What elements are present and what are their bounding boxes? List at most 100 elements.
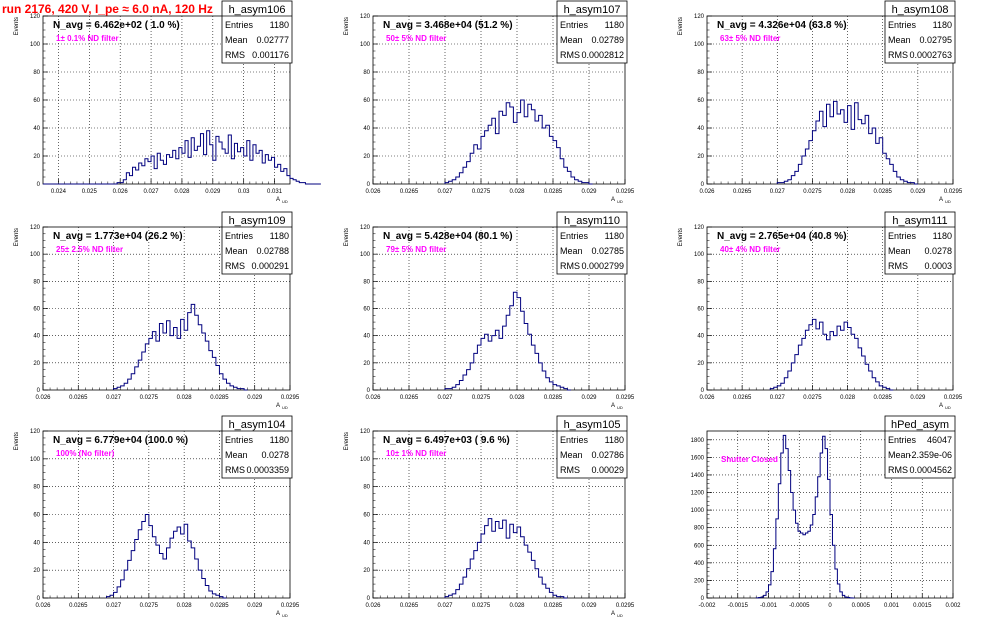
- y-tick-label: 20: [33, 154, 40, 160]
- stats-value: 0.0002799: [581, 261, 624, 271]
- x-tick-label: 0.0285: [210, 603, 229, 609]
- filter-label: 25± 2.5% ND filter: [56, 245, 123, 254]
- x-tick-label: 0.028: [509, 603, 525, 609]
- y-tick-label: 80: [33, 485, 40, 491]
- x-tick-label: 0.026: [365, 395, 381, 401]
- x-axis-title: A UD: [276, 197, 288, 204]
- stats-label: RMS: [888, 261, 908, 271]
- histogram-line: [776, 100, 918, 185]
- x-tick-label: 0.029: [581, 189, 597, 195]
- x-tick-label: 0.026: [699, 395, 715, 401]
- stats-title: h_asym107: [564, 4, 621, 16]
- stats-box: [884, 415, 956, 479]
- stats-label: Mean: [225, 246, 248, 256]
- x-tick-label: 0.028: [177, 603, 193, 609]
- y-tick-label: 100: [360, 457, 371, 463]
- y-tick-label: 1600: [691, 455, 705, 461]
- x-tick-label: 0.03: [238, 189, 250, 195]
- x-tick-label: 0.024: [51, 189, 67, 195]
- x-tick-label: 0.027: [437, 395, 453, 401]
- y-tick-label: 120: [694, 225, 705, 231]
- histogram-panel-h_asym106: 0.024 0.025 0.026 0.027 0.028 0.029 0.03 0.031 0…: [14, 0, 321, 204]
- y-tick-label: 0: [701, 182, 705, 188]
- y-tick-label: 100: [30, 457, 41, 463]
- x-tick-label: 0.029: [205, 189, 221, 195]
- stats-value: 0.02786: [591, 450, 624, 460]
- y-axis-title: Events: [14, 228, 20, 246]
- x-tick-label: 0.026: [365, 189, 381, 195]
- x-tick-label: 0.0285: [544, 189, 563, 195]
- x-tick-label: 0.026: [365, 603, 381, 609]
- y-tick-label: 200: [694, 578, 705, 584]
- stats-label: RMS: [225, 465, 245, 475]
- stats-value: 0.000291: [251, 261, 289, 271]
- x-tick-label: 0.026: [699, 189, 715, 195]
- stats-value: 1180: [605, 435, 624, 445]
- y-tick-label: 120: [360, 225, 371, 231]
- stats-value: 0.00029: [591, 465, 624, 475]
- y-tick-label: 40: [33, 540, 40, 546]
- stats-label: RMS: [560, 50, 580, 60]
- stats-title: h_asym111: [892, 215, 947, 227]
- stats-label: RMS: [888, 50, 908, 60]
- stats-title: h_asym106: [229, 4, 286, 16]
- y-tick-label: 800: [694, 526, 705, 532]
- filter-label: Shutter Closed: [721, 455, 778, 464]
- x-tick-label: 0.0285: [544, 395, 563, 401]
- y-tick-label: 20: [363, 154, 370, 160]
- y-tick-label: 20: [363, 568, 370, 574]
- stats-title: h_asym110: [564, 215, 620, 227]
- x-tick-label: 0.027: [106, 395, 122, 401]
- stats-value: 0.0003359: [246, 465, 289, 475]
- stats-label: Entries: [225, 435, 254, 445]
- histogram-panel-h_asym108: 0.026 0.0265 0.027 0.0275 0.028 0.0285 0.029 0.…: [678, 0, 963, 204]
- x-tick-label: 0: [828, 603, 832, 609]
- stats-value: 0.0004562: [909, 465, 952, 475]
- x-tick-label: 0.029: [247, 395, 263, 401]
- y-tick-label: 100: [360, 252, 371, 258]
- stats-label: Entries: [888, 20, 917, 30]
- x-tick-label: 0.028: [509, 189, 525, 195]
- stats-label: Entries: [888, 435, 917, 445]
- x-tick-label: 0.0275: [803, 395, 822, 401]
- x-tick-label: 0.026: [35, 603, 51, 609]
- histogram-line: [444, 291, 571, 391]
- histogram-line: [444, 518, 568, 599]
- x-tick-label: 0.002: [945, 603, 961, 609]
- histogram-panel-h_asym107: 0.026 0.0265 0.027 0.0275 0.028 0.0285 0.029 0.…: [344, 0, 635, 204]
- headline-text: N_avg = 5.428e+04 (80.1 %): [383, 231, 513, 242]
- x-tick-label: 0.0275: [472, 395, 491, 401]
- y-tick-label: 80: [363, 279, 370, 285]
- x-tick-label: 0.029: [910, 395, 926, 401]
- x-tick-label: 0.027: [437, 189, 453, 195]
- y-tick-label: 0: [701, 596, 705, 602]
- filter-label: 10± 1% ND filter: [386, 449, 446, 458]
- stats-value: 0.0278: [261, 450, 289, 460]
- x-tick-label: 0.025: [82, 189, 98, 195]
- y-tick-label: 40: [697, 126, 704, 132]
- x-tick-label: 0.0275: [140, 603, 159, 609]
- y-tick-label: 20: [697, 154, 704, 160]
- stats-value: 0.02777: [256, 35, 289, 45]
- histogram-line: [769, 318, 894, 391]
- stats-box: [556, 0, 628, 64]
- stats-value: 1180: [605, 231, 624, 241]
- x-axis-title: A UD: [276, 611, 288, 618]
- x-tick-label: 0.0265: [733, 189, 752, 195]
- filter-label: 79± 5% ND filter: [386, 245, 446, 254]
- y-tick-label: 120: [360, 14, 371, 20]
- stats-label: Entries: [560, 435, 589, 445]
- headline-text: N_avg = 4.326e+04 (63.8 %): [717, 20, 847, 31]
- stats-value: -2.359e-06: [908, 450, 952, 460]
- x-tick-label: 0.0275: [140, 395, 159, 401]
- stats-value: 0.02788: [256, 246, 289, 256]
- y-tick-label: 60: [697, 98, 704, 104]
- stats-value: 1180: [270, 20, 289, 30]
- stats-label: Mean: [888, 450, 911, 460]
- x-tick-label: -0.0015: [728, 603, 749, 609]
- x-axis-title: A UD: [939, 403, 951, 410]
- stats-label: Entries: [560, 231, 589, 241]
- stats-label: Mean: [225, 450, 248, 460]
- x-axis-title: A UD: [611, 403, 623, 410]
